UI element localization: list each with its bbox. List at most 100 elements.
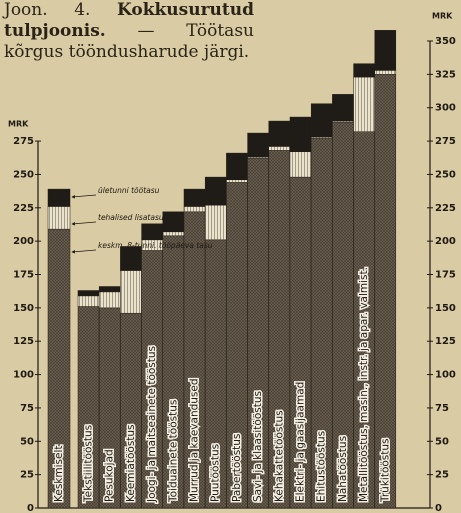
bar-texture [268,146,290,151]
bar-segment [98,286,121,293]
bar-texture [120,270,142,314]
y2-tick-label: 350 [435,36,456,47]
bar-texture [353,131,375,508]
bar-segment [77,290,100,297]
x-tick-label: Murrud ja kaevandused [189,378,201,502]
y-tick-label: 150 [13,303,34,314]
y-tick-label: 25 [20,470,34,481]
bar-segment [47,188,71,207]
bar-texture [141,239,163,251]
annotation-arrow [71,249,97,254]
bar-segment [310,103,333,138]
y2-tick-label: 0 [435,503,442,513]
bar-texture [226,182,248,508]
heading: Joon. 4. Kokkusurutud tulpjoonis. — Tööt… [4,0,254,63]
y2-tick-label: 250 [435,169,456,180]
bar-texture [290,151,311,178]
y-tick-label: 200 [13,236,34,247]
x-tick-label: Keskmiselt [53,446,65,502]
bar-segment [247,132,269,158]
bar-texture [268,150,290,508]
bar-texture [311,138,333,508]
x-tick-label: Pesukojad [104,449,116,502]
bar-texture [205,205,227,240]
x-tick-label: Metallitööstus, masin., instr. ja apar. … [358,267,370,502]
y-tick-label: 275 [13,136,34,147]
x-tick-label: Nahatööstus [337,436,349,502]
legend-label: tehalised lisatasud [98,213,169,222]
y-tick-label: 100 [13,370,34,381]
bar-segment [332,94,354,122]
bar-segment [374,30,397,71]
bar-texture [332,122,354,509]
annotation-arrow [71,221,97,226]
bar-texture [247,157,269,159]
bar-texture [162,235,184,509]
bar-texture [226,179,248,183]
y2-tick-label: 25 [435,470,449,481]
y2-tick-label: 100 [435,370,456,381]
x-tick-label: Toiduainete tööstus [167,400,179,503]
x-tick-label: Tekstiilitööstus [83,425,95,503]
y2-tick-label: 75 [435,403,449,414]
y2-tick-label: 150 [435,303,456,314]
y2-tick-label: 300 [435,103,456,114]
bar-texture [311,137,333,139]
bar-texture [141,250,163,508]
legend-label: keskm. 8-tunni. tööpäeva tasu [98,241,213,250]
bar-segment [268,120,291,147]
y2-tick-label: 50 [435,436,449,447]
x-tick-label: Pabertööstus [231,434,243,502]
y-tick-label: 75 [20,403,34,414]
chart-title: Kokkusurutud tulpjoonis. [4,0,254,41]
title-prefix: Joon. 4. [4,0,91,20]
x-tick-label: Kehakattetööstus [273,410,285,502]
annotation-arrow [71,194,97,199]
bar-texture [162,231,184,236]
bar-segment [353,63,375,78]
y-axis-label: MRK [8,120,29,129]
bar-texture [99,307,121,508]
legend-label: ületunni töötasu [98,186,160,195]
chart-subtitle: — Töötasu kõrgus tööndusharude järgi. [4,21,254,62]
x-tick-label: Keemiatööstus [125,424,137,502]
y2-tick-label: 325 [435,69,456,80]
bar-segment [289,116,312,153]
y2-tick-label: 200 [435,236,456,247]
bar-texture [78,306,99,508]
y2-tick-label: 175 [435,270,456,281]
y2-axis-label: MRK [432,12,453,21]
bar-texture [374,74,396,508]
y2-tick-label: 275 [435,136,456,147]
y-tick-label: 175 [13,270,34,281]
bar-segment [204,176,227,206]
bar-segment [141,223,163,241]
bar-texture [120,313,142,508]
y2-tick-label: 125 [435,336,456,347]
x-tick-label: Puutööstus [210,444,222,502]
bar-texture [290,177,311,508]
bar-texture [374,70,396,75]
bar-texture [48,206,70,230]
bar-texture [78,295,99,307]
bar-segment [120,246,142,271]
bar-segment [226,152,248,181]
bar-texture [48,229,70,509]
bar-texture [184,211,205,508]
y2-tick-label: 225 [435,203,456,214]
x-tick-label: Ehitustööstus [316,431,328,502]
x-tick-label: Joogi- ja maitseainete tööstus [146,346,158,503]
x-tick-label: Elektri- ja gaasijaamad [295,382,307,502]
bar-texture [99,291,121,308]
bar-texture [184,206,205,212]
bar-texture [247,158,269,508]
y-tick-label: 250 [13,169,34,180]
bar-segment [183,188,206,207]
y-tick-label: 50 [20,436,34,447]
bar-texture [205,239,227,508]
x-tick-label: Savi- ja klaasitööstus [252,391,264,502]
x-tick-label: Trükitööstus [379,438,391,503]
y-tick-label: 0 [27,503,34,513]
